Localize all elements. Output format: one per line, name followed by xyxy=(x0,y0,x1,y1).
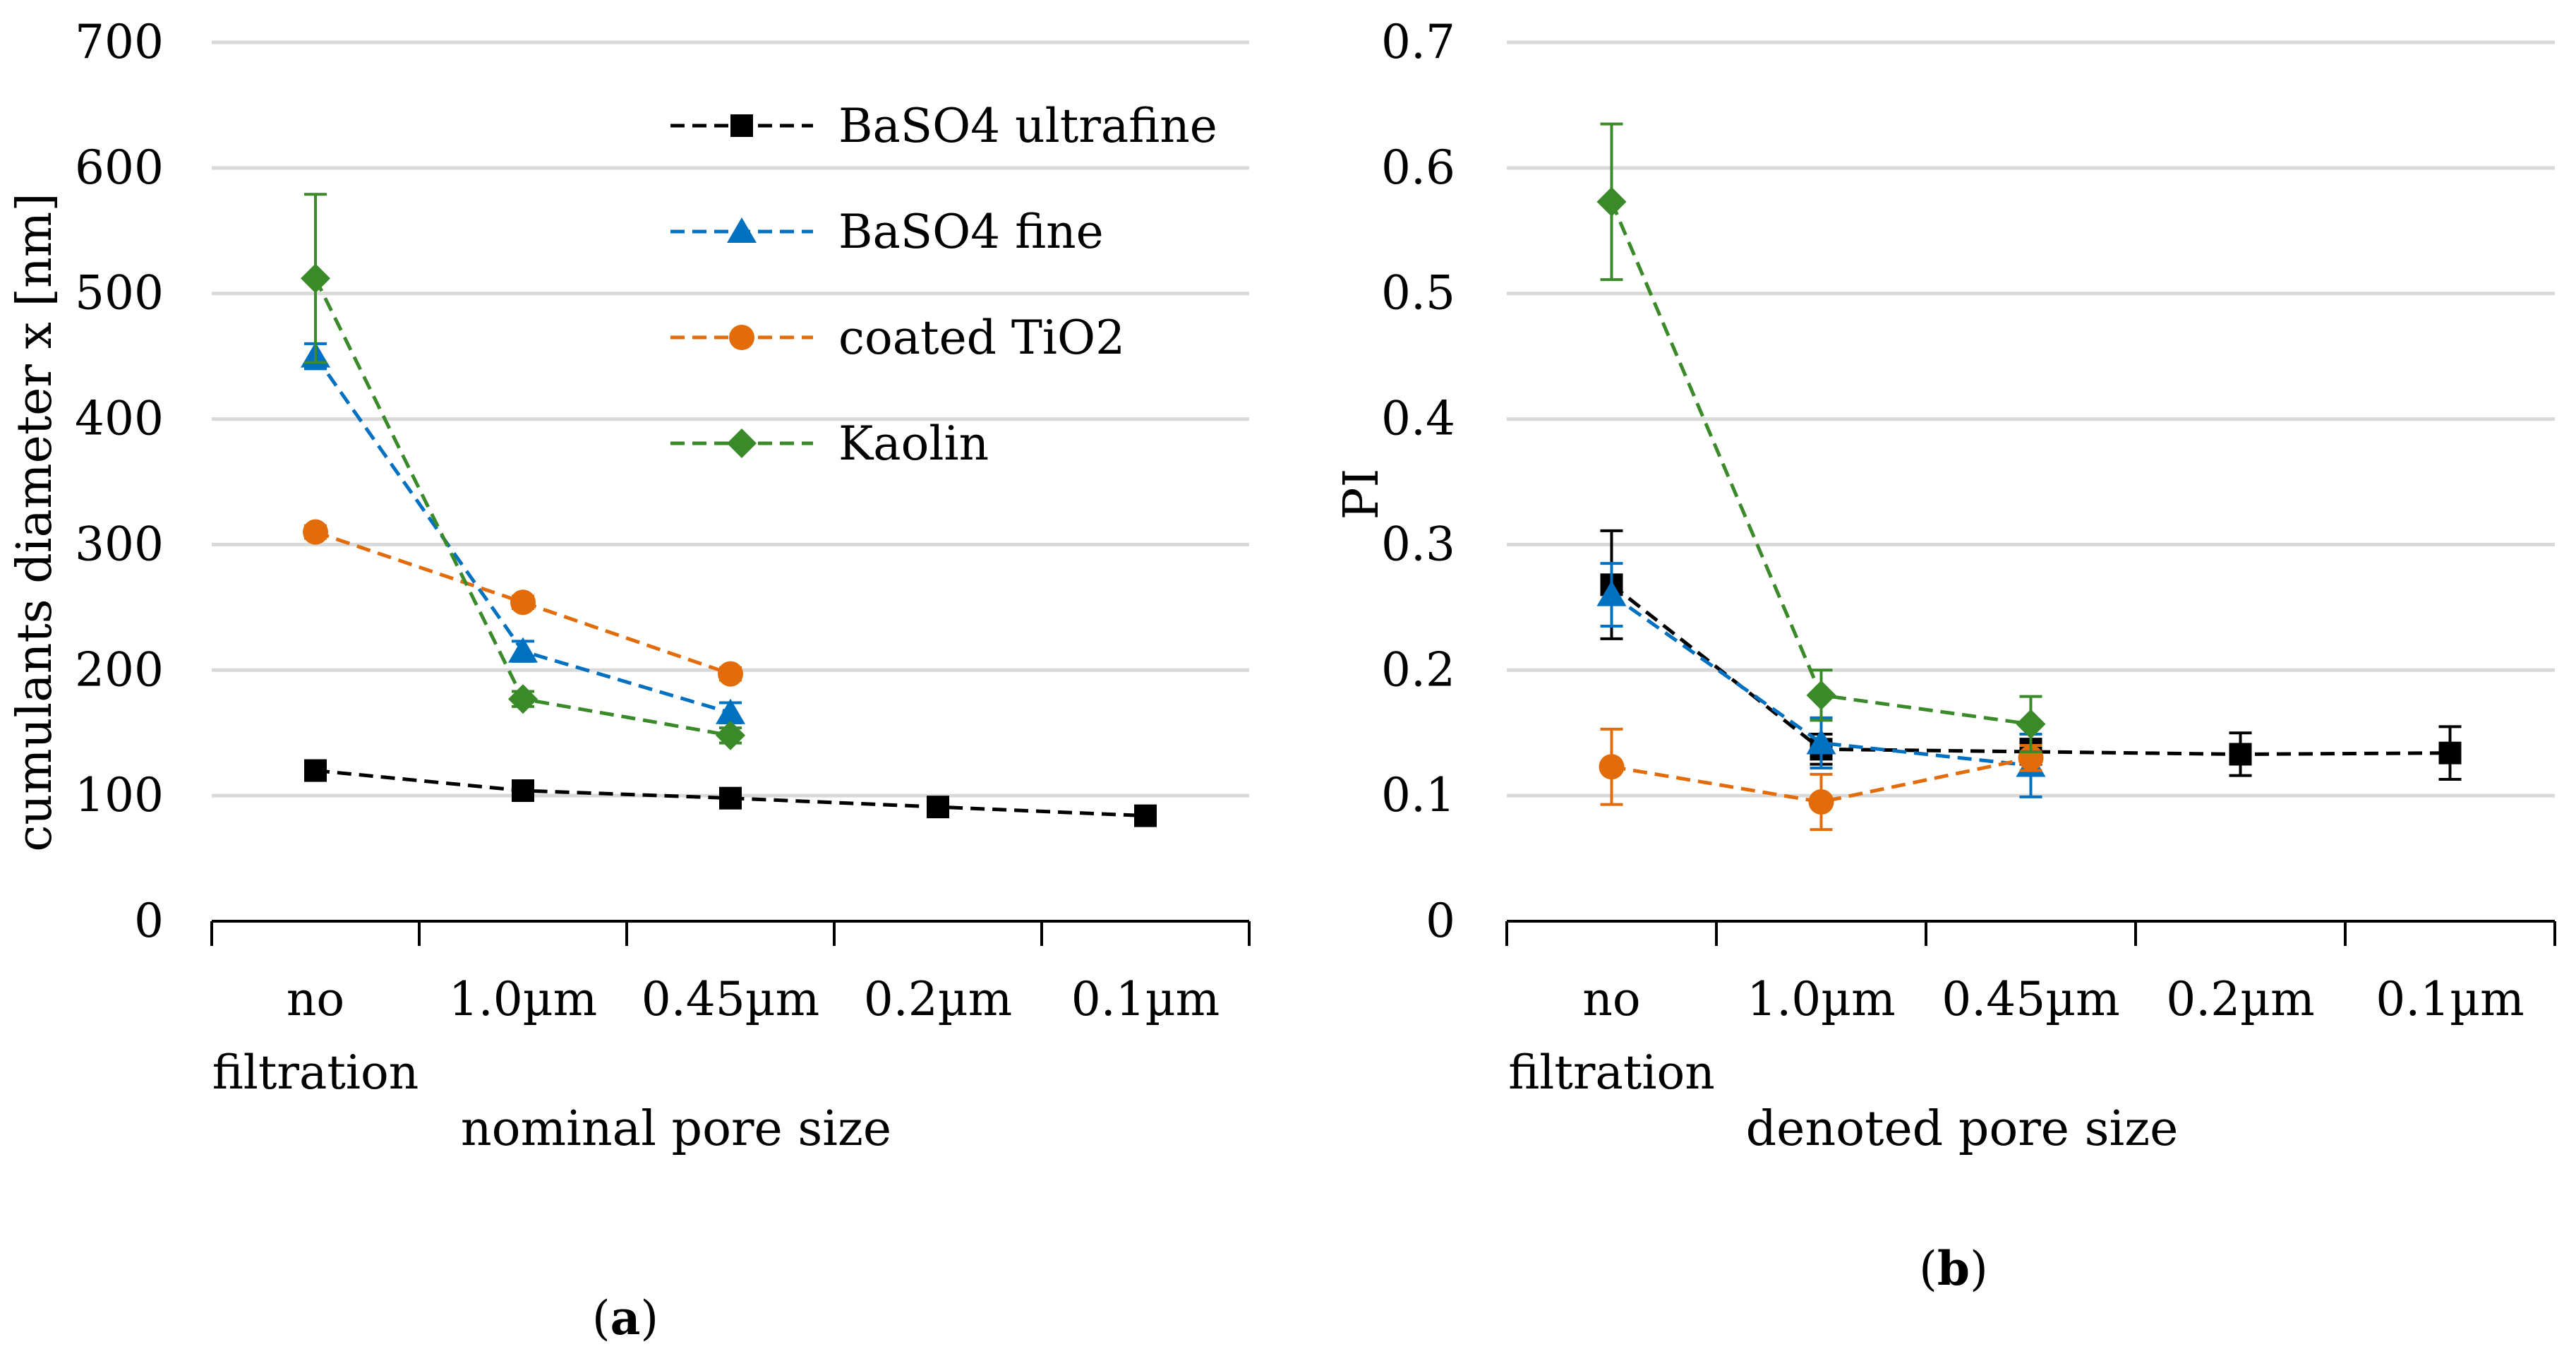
a-series-kaolin-point xyxy=(716,720,745,750)
b-series-baso4-fine-point xyxy=(1596,580,1627,606)
b-category-label: 0.45µm xyxy=(1942,972,2119,1026)
b-series-kaolin-point xyxy=(1806,680,1836,710)
legend-label-baso4-ultrafine: BaSO4 ultrafine xyxy=(838,99,1217,153)
a-y-tick-label: 700 xyxy=(75,15,164,69)
a-category-label: 0.1µm xyxy=(1071,972,1220,1026)
legend-label-kaolin: Kaolin xyxy=(838,416,989,471)
a-series-baso4-fine xyxy=(301,342,745,724)
b-category-label: no xyxy=(1582,972,1640,1026)
legend: BaSO4 ultrafine BaSO4 fine coated TiO2 K… xyxy=(670,99,1217,471)
b-category-label: filtration xyxy=(1508,1045,1714,1100)
a-series-group xyxy=(301,193,1157,827)
b-y-tick-label: 0.7 xyxy=(1381,15,1455,69)
legend-circle-marker xyxy=(729,325,754,350)
b-y-tick-label: 0 xyxy=(1426,894,1455,948)
a-category-label: 1.0µm xyxy=(449,972,597,1026)
legend-diamond-marker xyxy=(727,428,757,458)
b-y-axis-title: PI xyxy=(1334,469,1390,520)
b-y-tick-label: 0.5 xyxy=(1381,266,1455,320)
a-category-label: 0.2µm xyxy=(864,972,1012,1026)
b-y-tick-label: 0.4 xyxy=(1381,392,1455,446)
a-panel-label: (a) xyxy=(592,1290,658,1345)
b-series-baso4-fine-point xyxy=(1806,729,1836,755)
b-series-kaolin-point xyxy=(1596,186,1627,217)
a-series-baso4-fine-point xyxy=(508,637,538,663)
b-category-label: 0.1µm xyxy=(2376,972,2524,1026)
b-panel-label: (b) xyxy=(1919,1241,1988,1296)
legend-label-baso4-fine: BaSO4 fine xyxy=(838,205,1104,259)
b-y-tick-label: 0.3 xyxy=(1381,517,1455,571)
legend-item-baso4-ultrafine: BaSO4 ultrafine xyxy=(670,99,1217,153)
a-series-coated-tio2 xyxy=(303,519,743,687)
b-series-baso4-ultrafine-line xyxy=(1610,583,2450,756)
a-y-tick-label: 500 xyxy=(75,266,164,320)
legend-item-coated-tio2: coated TiO2 xyxy=(670,311,1125,365)
a-y-axis-title: cumulants diameter x [nm] xyxy=(7,193,63,852)
a-category-label: no xyxy=(287,972,344,1026)
a-y-tick-label: 300 xyxy=(75,517,164,571)
b-panel-label-letter: b xyxy=(1937,1241,1970,1296)
a-y-tick-label: 200 xyxy=(75,642,164,697)
a-y-tick-label: 0 xyxy=(134,894,164,948)
a-category-label: filtration xyxy=(212,1045,419,1100)
b-x-axis-title: denoted pore size xyxy=(1746,1101,2179,1157)
b-y-tick-label: 0.6 xyxy=(1381,140,1455,195)
a-y-tick-label: 600 xyxy=(75,140,164,195)
a-series-kaolin-line xyxy=(313,277,731,738)
a-series-baso4-ultrafine-point xyxy=(1134,804,1157,827)
b-y-tick-labels: 0 0.1 0.2 0.3 0.4 0.5 0.6 0.7 xyxy=(1381,15,1455,948)
b-y-tick-label: 0.1 xyxy=(1381,768,1455,822)
legend-square-marker xyxy=(730,114,753,137)
a-panel-label-close: ) xyxy=(640,1291,658,1345)
a-series-baso4-ultrafine-point xyxy=(304,759,327,782)
a-series-baso4-ultrafine xyxy=(304,759,1157,827)
a-series-coated-tio2-point xyxy=(510,589,536,616)
b-category-label: 1.0µm xyxy=(1747,972,1895,1026)
b-series-kaolin-line xyxy=(1610,200,2031,726)
b-series-baso4-fine-line xyxy=(1611,593,2031,767)
b-series-baso4-ultrafine-point xyxy=(2229,743,2252,766)
a-panel-label-letter: a xyxy=(610,1290,641,1345)
b-gridlines xyxy=(1507,40,2555,798)
b-series-kaolin-point xyxy=(2016,709,2046,739)
b-category-label: 0.2µm xyxy=(2166,972,2314,1026)
b-series-coated-tio2-point xyxy=(1599,754,1625,780)
legend-triangle-marker xyxy=(727,217,757,243)
legend-item-baso4-fine: BaSO4 fine xyxy=(670,205,1104,259)
a-series-baso4-ultrafine-point xyxy=(719,786,742,810)
a-series-kaolin-point xyxy=(301,263,330,294)
b-series-kaolin xyxy=(1596,122,2046,753)
a-series-baso4-ultrafine-point xyxy=(927,796,949,819)
a-panel-label-open: ( xyxy=(592,1291,610,1345)
a-y-tick-label: 400 xyxy=(75,392,164,446)
a-y-tick-labels: 0 100 200 300 400 500 600 700 xyxy=(75,15,164,948)
b-y-tick-label: 0.2 xyxy=(1381,642,1455,697)
b-panel-label-open: ( xyxy=(1919,1242,1937,1296)
legend-item-kaolin: Kaolin xyxy=(670,416,989,471)
a-series-baso4-fine-point xyxy=(716,698,745,724)
a-series-kaolin-point xyxy=(508,684,538,714)
a-series-kaolin xyxy=(301,193,745,750)
a-x-tick-marks xyxy=(418,921,1251,946)
a-y-tick-label: 100 xyxy=(75,768,164,822)
legend-label-coated-tio2: coated TiO2 xyxy=(838,311,1125,365)
a-category-label: 0.45µm xyxy=(642,972,819,1026)
b-series-group xyxy=(1596,122,2462,832)
b-panel-label-close: ) xyxy=(1970,1242,1988,1296)
panel-a: 0 100 200 300 400 500 600 700 no filtration 1.0µm… xyxy=(7,15,1251,1345)
a-x-axis-title: nominal pore size xyxy=(461,1101,891,1157)
b-series-baso4-ultrafine-point xyxy=(2438,741,2462,765)
a-series-coated-tio2-point xyxy=(303,519,328,545)
b-x-tick-marks xyxy=(1715,921,2556,946)
a-series-baso4-ultrafine-point xyxy=(512,779,534,803)
panel-b: 0 0.1 0.2 0.3 0.4 0.5 0.6 0.7 no filtration 1.0µm… xyxy=(1334,15,2556,1296)
b-series-coated-tio2-point xyxy=(1808,789,1834,815)
b-series-coated-tio2-line xyxy=(1611,756,2032,804)
a-category-labels: no filtration 1.0µm 0.45µm 0.2µm 0.1µm xyxy=(212,972,1220,1100)
b-category-labels: no filtration 1.0µm 0.45µm 0.2µm 0.1µm xyxy=(1508,972,2524,1100)
a-series-coated-tio2-point xyxy=(718,661,743,687)
